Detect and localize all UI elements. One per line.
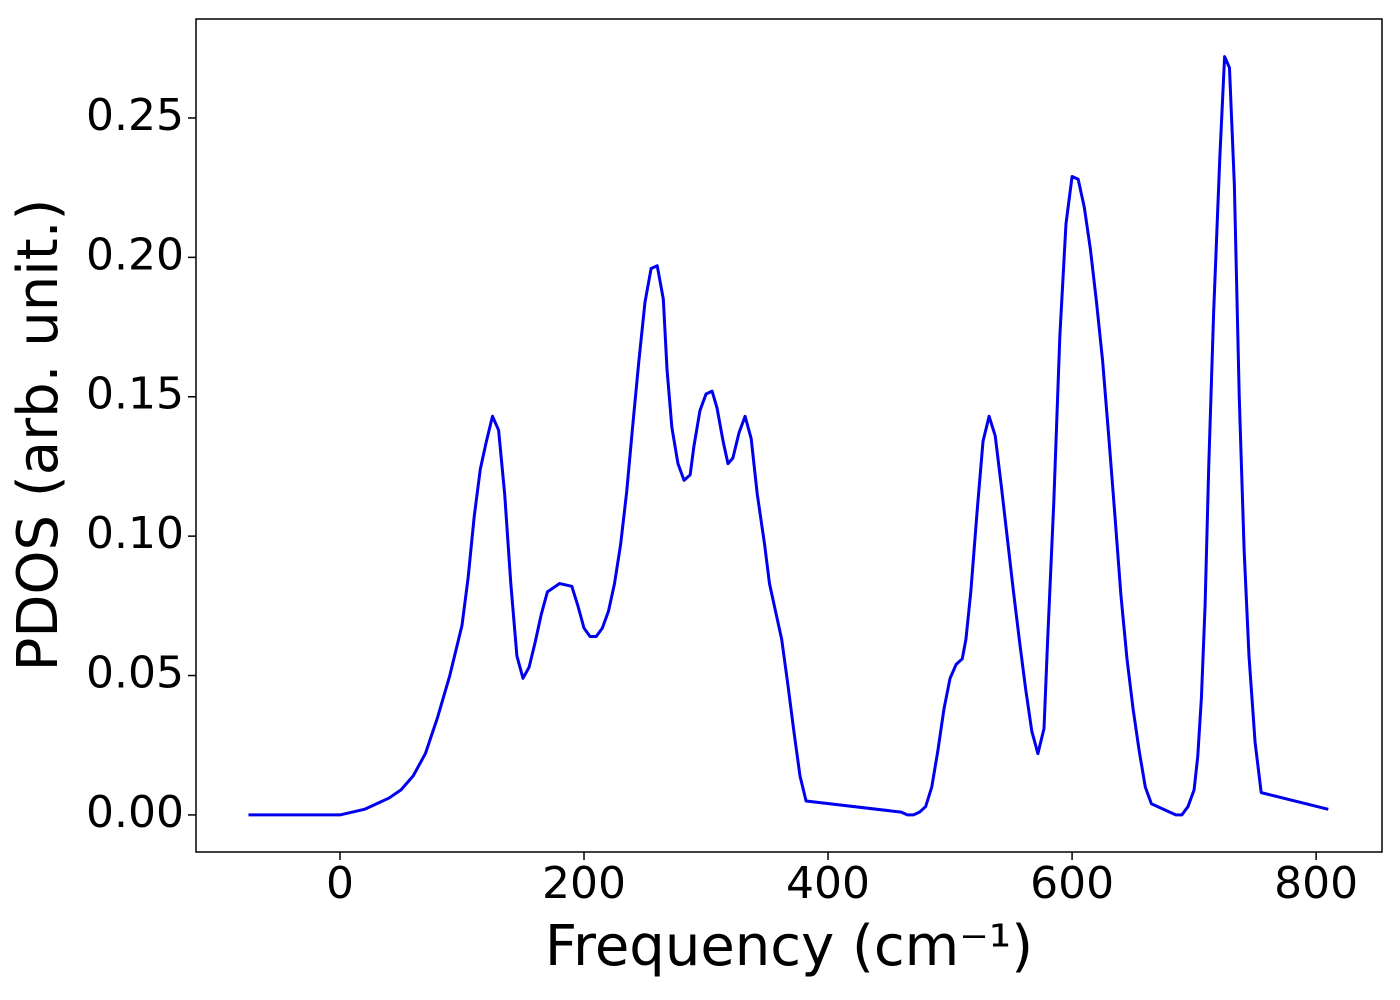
y-axis-label: PDOS (arb. unit.) — [6, 199, 71, 672]
y-tick-label: 0.00 — [86, 787, 184, 838]
y-tick-label: 0.10 — [86, 508, 184, 559]
plot-frame — [195, 18, 1383, 853]
x-tick-label: 400 — [786, 858, 870, 909]
x-tick-label: 600 — [1030, 858, 1114, 909]
x-tick-label: 200 — [542, 858, 626, 909]
y-tick-label: 0.25 — [86, 90, 184, 141]
y-tick-label: 0.20 — [86, 229, 184, 280]
x-axis-label: Frequency (cm⁻¹) — [545, 914, 1033, 979]
x-tick-label: 800 — [1274, 858, 1358, 909]
y-tick-label: 0.05 — [86, 648, 184, 699]
line — [248, 55, 1329, 817]
y-tick-label: 0.15 — [86, 369, 184, 420]
x-tick-label: 0 — [326, 858, 354, 909]
